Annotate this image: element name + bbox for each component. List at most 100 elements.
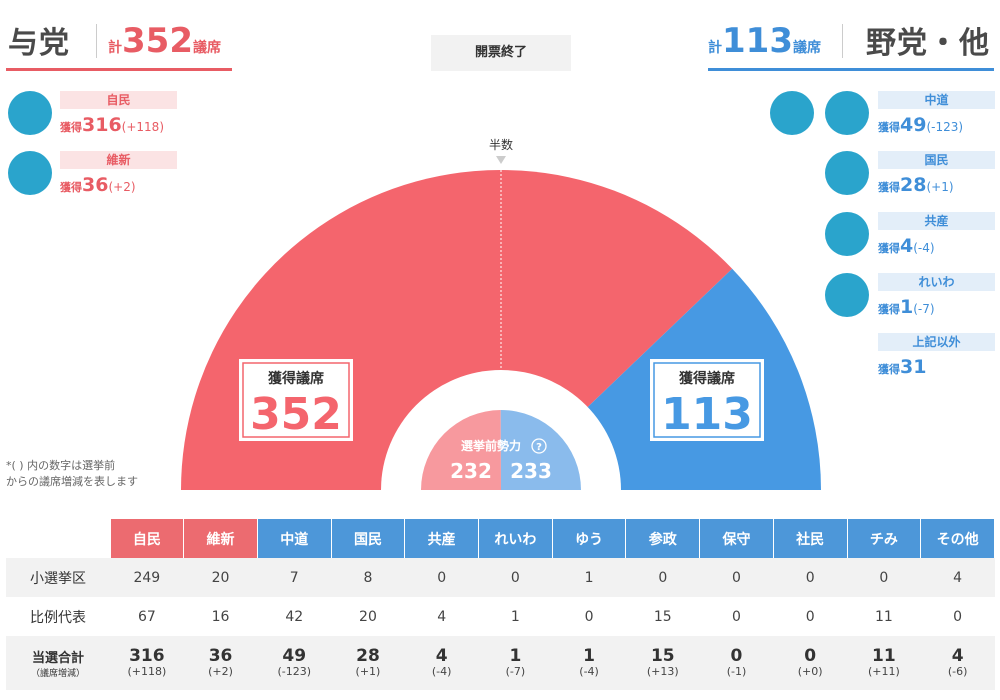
seats-delta: (-123): [926, 120, 964, 134]
total-delta: (-7): [505, 665, 526, 678]
opposition-seat-box: 獲得議席 113: [650, 359, 764, 441]
opposition-header-divider: [842, 24, 843, 58]
opposition-header: 計113議席 野党・他: [708, 14, 994, 71]
total-cell: 316 (+118): [110, 636, 184, 690]
table-cell: 1: [510, 608, 520, 625]
seats-delta: (-7): [913, 302, 935, 316]
total-cell: 36 (+2): [183, 636, 258, 690]
seats-delta: (-4): [913, 241, 935, 255]
seats-label: 獲得: [60, 121, 82, 134]
table-cell: 20: [183, 558, 258, 597]
majority-marker: [496, 156, 506, 164]
table-cell: 1: [552, 558, 626, 597]
seats-number: 31: [900, 356, 927, 378]
opposition-title: 野党・他: [866, 26, 990, 61]
party-seats: 獲得36(+2): [60, 174, 136, 196]
footnote-line: *( ) 内の数字は選挙前: [6, 459, 116, 472]
seats-label: 獲得: [878, 303, 900, 316]
total-sublabel: （議席増減）: [30, 669, 85, 679]
table-cell: 0: [699, 558, 774, 597]
seats-label: 獲得: [878, 363, 900, 376]
party-seats: 獲得31: [878, 356, 926, 378]
total-cell: 4 (-4): [404, 636, 479, 690]
pre-election-opposition-value: 233: [510, 459, 552, 483]
column-header: れいわ: [478, 519, 553, 558]
pre-election-label: 選挙前勢力: [461, 438, 521, 453]
ruling-header: 与党 計352議席: [6, 14, 232, 71]
table-cell: 7: [257, 558, 332, 597]
table-cell: 8: [331, 558, 405, 597]
pre-election-opposition-segment: [500, 410, 581, 490]
table-cell: 249: [110, 558, 184, 597]
column-header: 保守: [699, 519, 774, 558]
total-delta: (+1): [355, 665, 381, 678]
column-header: 自民: [110, 519, 185, 558]
party-seats: 獲得49(-123): [878, 114, 963, 136]
total-cell: 0 (-1): [699, 636, 774, 690]
total-delta: (-6): [947, 665, 968, 678]
party-name: 国民: [878, 151, 995, 169]
total-row: 当選合計 （議席増減） 316 (+118) 36 (+2) 49 (-123) 28(…: [6, 636, 995, 690]
total-delta: (-123): [277, 665, 312, 678]
total-cell: 0 (+0): [773, 636, 848, 690]
total-value: 316: [129, 646, 165, 666]
table-cell: 0: [478, 558, 553, 597]
table-row: 比例代表 67 16 42 20 4 1 0 15 0 0 11 0: [6, 597, 995, 636]
total-delta: (+13): [646, 665, 679, 678]
row-label: 当選合計 （議席増減）: [6, 636, 110, 690]
footnote: *( ) 内の数字は選挙前 からの議席増減を表します: [6, 458, 176, 490]
column-header: その他: [920, 519, 995, 558]
table-cell: 0: [584, 608, 594, 625]
column-header: ゆう: [552, 519, 627, 558]
pre-election-ruling-segment: [421, 410, 501, 490]
total-cell: 1 (-7): [478, 636, 553, 690]
total-value: 49: [282, 646, 307, 666]
total-cell: 4 (-6): [920, 636, 995, 690]
help-icon[interactable]: [531, 438, 547, 454]
opposition-total-number: 113: [722, 21, 793, 61]
avatar: [8, 151, 52, 195]
opposition-total-prefix: 計: [708, 40, 722, 56]
seats-delta: (+2): [108, 180, 136, 194]
seats-number: 1: [900, 296, 914, 318]
total-label: 当選合計: [31, 651, 84, 666]
seat-chart: 半数 選挙前勢力 ? 232 233 獲得議席 352 獲得議席 113: [181, 137, 821, 490]
ruling-total-number: 352: [122, 21, 193, 61]
column-header: 社民: [773, 519, 848, 558]
table-cell: 20: [359, 608, 377, 625]
total-cell: 49 (-123): [257, 636, 332, 690]
avatar: [825, 212, 869, 256]
column-header: 参政: [625, 519, 701, 558]
total-value: 11: [872, 646, 896, 666]
opposition-box-label: 獲得議席: [679, 370, 735, 387]
ruling-box-inner: [242, 362, 350, 438]
total-value: 4: [951, 646, 964, 666]
total-delta: (+11): [867, 665, 900, 678]
opposition-box-inner: [653, 362, 761, 438]
help-icon-glyph[interactable]: ?: [536, 442, 542, 453]
party-seats: 獲得4(-4): [878, 235, 935, 257]
total-cell: 15 (+13): [625, 636, 700, 690]
seats-label: 獲得: [878, 242, 900, 255]
avatar: [825, 151, 869, 195]
row-label: 比例代表: [30, 609, 86, 626]
table-cell: 0: [732, 608, 741, 625]
table-cell: 0: [805, 608, 815, 625]
avatar: [825, 91, 869, 135]
table-cell: 4: [437, 608, 447, 625]
party-name: れいわ: [878, 273, 995, 291]
party-name: 中道: [878, 91, 995, 109]
seats-number: 316: [82, 114, 122, 136]
total-value: 0: [804, 646, 817, 666]
party-seats: 獲得316(+118): [60, 114, 164, 136]
seats-label: 獲得: [60, 181, 82, 194]
total-delta: (+118): [127, 665, 167, 678]
total-value: 36: [208, 646, 233, 666]
party-name: 自民: [60, 91, 177, 109]
opposition-total-suffix: 議席: [792, 40, 821, 56]
seats-delta: (+118): [121, 120, 164, 134]
table-cell: 16: [211, 608, 230, 625]
ruling-total-prefix: 計: [108, 40, 122, 56]
table-cell: 67: [137, 608, 156, 625]
avatar: [770, 91, 814, 135]
